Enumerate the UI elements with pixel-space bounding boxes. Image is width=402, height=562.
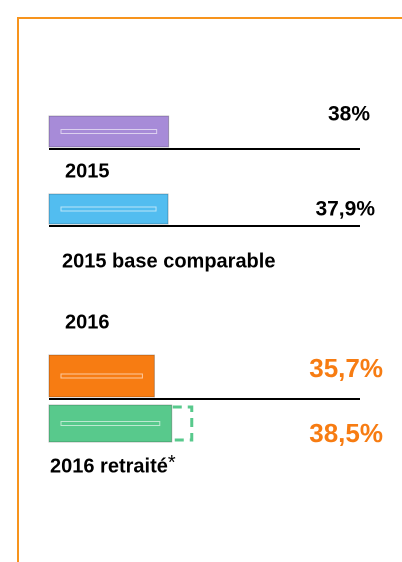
category-label: 2015 base comparable — [62, 250, 275, 272]
increase-box — [156, 405, 194, 442]
frame — [17, 17, 402, 562]
value-label: 38,5% — [309, 418, 383, 448]
category-label: 2016 — [65, 311, 110, 333]
value-label: 38% — [328, 103, 370, 126]
value-label: 37,9% — [315, 198, 375, 221]
bar-highlight — [60, 206, 157, 212]
value-label: 35,7% — [309, 353, 383, 383]
category-label: 2015 — [65, 160, 110, 182]
bar — [48, 193, 169, 225]
bar — [48, 404, 173, 443]
bar-highlight — [60, 129, 158, 134]
bar — [48, 354, 155, 398]
bar-highlight — [60, 373, 143, 379]
footnote-mark: * — [168, 452, 176, 474]
category-label: 2016 retraité* — [50, 452, 176, 477]
bar-highlight — [60, 421, 161, 426]
bar — [48, 115, 170, 148]
